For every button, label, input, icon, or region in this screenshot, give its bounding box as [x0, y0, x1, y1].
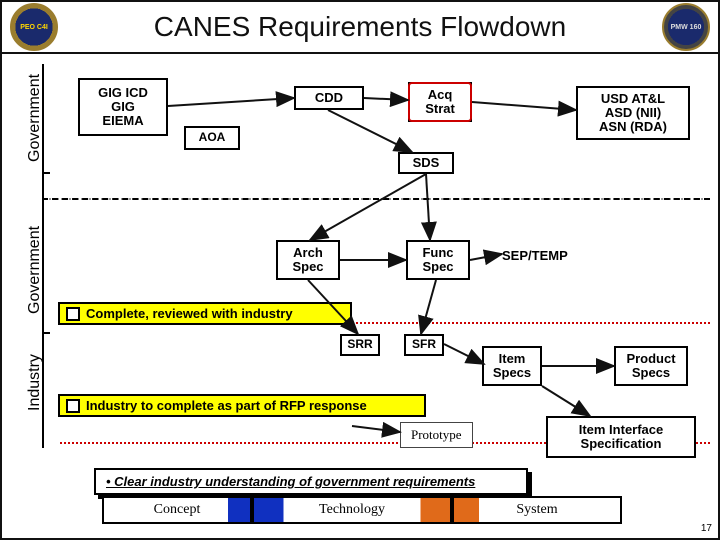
checkbox-icon: [66, 307, 80, 321]
lane-tick: [42, 332, 50, 334]
lane-tick: [42, 172, 50, 174]
checkbox-icon: [66, 399, 80, 413]
phase-technology: Technology: [252, 496, 452, 524]
lane-divider-vertical: [42, 64, 44, 448]
node-cdd: CDD: [294, 86, 364, 110]
node-srr: SRR: [340, 334, 380, 356]
node-item-interface-spec: Item Interface Specification: [546, 416, 696, 458]
phase-system: System: [452, 496, 622, 524]
seal-left-icon: PEO C4I: [10, 3, 58, 51]
node-sds: SDS: [398, 152, 454, 174]
banner-complete: Complete, reviewed with industry: [58, 302, 352, 325]
note-sep-temp: SEP/TEMP: [502, 248, 568, 263]
node-acq-strat: Acq Strat: [408, 82, 472, 122]
phase-concept: Concept: [102, 496, 252, 524]
node-usd: USD AT&L ASD (NII) ASN (RDA): [576, 86, 690, 140]
diagram-page: PEO C4I CANES Requirements Flowdown PMW …: [0, 0, 720, 540]
title-bar: PEO C4I CANES Requirements Flowdown PMW …: [2, 2, 718, 54]
note-prototype: Prototype: [400, 422, 473, 448]
node-aoa: AOA: [184, 126, 240, 150]
node-arch-spec: Arch Spec: [276, 240, 340, 280]
page-number: 17: [701, 523, 712, 534]
node-sfr: SFR: [404, 334, 444, 356]
node-item-specs: Item Specs: [482, 346, 542, 386]
node-func-spec: Func Spec: [406, 240, 470, 280]
node-product-specs: Product Specs: [614, 346, 688, 386]
bullet-understanding: • Clear industry understanding of govern…: [94, 468, 528, 495]
node-gig-icd: GIG ICD GIG EIEMA: [78, 78, 168, 136]
page-title: CANES Requirements Flowdown: [66, 11, 654, 43]
seal-right-icon: PMW 160: [662, 3, 710, 51]
banner-rfp: Industry to complete as part of RFP resp…: [58, 394, 426, 417]
